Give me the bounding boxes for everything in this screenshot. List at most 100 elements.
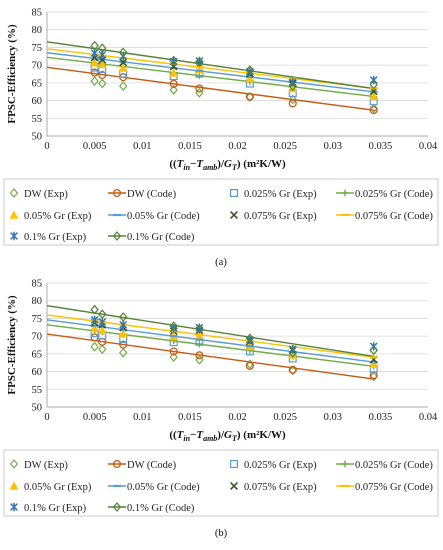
y-tick-label: 85 bbox=[32, 279, 43, 290]
x-tick-label: 0.015 bbox=[178, 412, 202, 423]
y-tick-label: 50 bbox=[32, 403, 43, 414]
legend: DW (Exp) DW (Code) 0.025% Gr (Exp) 0.025% G… bbox=[3, 178, 439, 246]
legend-item: DW (Code) bbox=[108, 188, 177, 200]
y-axis: 50 55 60 65 70 75 80 85 bbox=[32, 279, 428, 414]
legend-label: DW (Code) bbox=[127, 460, 177, 471]
data-point bbox=[169, 321, 178, 332]
legend-marker bbox=[112, 188, 122, 198]
legend-item: 0.1% Gr (Code) bbox=[108, 502, 195, 514]
series-9 bbox=[90, 304, 378, 358]
panel-label: (b) bbox=[215, 528, 228, 539]
legend-marker bbox=[10, 231, 18, 241]
data-point bbox=[245, 74, 255, 83]
legend-item: 0.1% Gr (Code) bbox=[108, 231, 195, 243]
data-point bbox=[98, 309, 107, 320]
legend-label: 0.05% Gr (Exp) bbox=[24, 211, 92, 222]
data-point bbox=[245, 361, 254, 370]
legend-frame bbox=[3, 178, 439, 246]
x-tick-label: 0.025 bbox=[273, 412, 297, 423]
trendline-1 bbox=[46, 333, 376, 381]
y-tick-label: 70 bbox=[32, 332, 43, 343]
data-point bbox=[119, 81, 128, 91]
legend-label: 0.1% Gr (Code) bbox=[127, 503, 195, 514]
plot-area bbox=[46, 40, 379, 115]
data-point bbox=[119, 47, 128, 58]
x-tick-label: 0.025 bbox=[273, 141, 297, 152]
y-tick-label: 65 bbox=[32, 349, 43, 360]
y-tick-label: 70 bbox=[32, 61, 43, 72]
x-tick-label: 0.015 bbox=[178, 141, 202, 152]
data-point bbox=[245, 65, 255, 76]
chart-panel-a: 50 55 60 65 70 75 80 85 0 0.005 0.01 0.015 0.02 0.025… bbox=[3, 8, 439, 268]
x-tick-label: 0.02 bbox=[228, 141, 246, 152]
data-point bbox=[369, 91, 379, 101]
data-point bbox=[119, 320, 128, 330]
legend-item: 0.025% Gr (Code) bbox=[336, 460, 433, 471]
data-point bbox=[196, 72, 203, 80]
data-point bbox=[369, 371, 378, 382]
x-axis: 0 0.005 0.01 0.015 0.02 0.025 0.03 0.035 0.04 bbox=[44, 412, 438, 423]
y-tick-label: 55 bbox=[32, 385, 43, 396]
legend-marker bbox=[112, 231, 122, 241]
data-point bbox=[119, 58, 128, 67]
data-point bbox=[288, 365, 297, 374]
x-tick-label: 0.035 bbox=[369, 412, 393, 423]
trendline-9 bbox=[46, 41, 376, 90]
data-point bbox=[369, 345, 378, 356]
legend-label: 0.025% Gr (Exp) bbox=[244, 189, 317, 200]
data-point bbox=[118, 63, 128, 72]
x-tick-label: 0 bbox=[44, 412, 49, 423]
y-tick-label: 80 bbox=[32, 296, 43, 307]
legend-item: 0.1% Gr (Exp) bbox=[10, 231, 87, 243]
legend-item: DW (Exp) bbox=[9, 459, 68, 471]
data-point bbox=[169, 85, 178, 95]
legend-item: 0.025% Gr (Code) bbox=[336, 189, 433, 200]
data-point bbox=[169, 55, 178, 66]
legend-item: 0.025% Gr (Exp) bbox=[230, 189, 317, 200]
data-point bbox=[196, 340, 203, 348]
data-point bbox=[98, 317, 107, 327]
data-point bbox=[369, 106, 378, 115]
series-9 bbox=[90, 40, 378, 92]
legend-marker bbox=[9, 481, 19, 490]
x-tick-label: 0.035 bbox=[369, 141, 393, 152]
legend-marker bbox=[341, 189, 349, 197]
data-point bbox=[245, 92, 255, 102]
legend-marker bbox=[230, 189, 239, 198]
x-tick-label: 0.02 bbox=[228, 412, 246, 423]
legend-marker bbox=[9, 459, 19, 469]
data-point bbox=[169, 79, 178, 88]
x-tick-label: 0.04 bbox=[419, 141, 438, 152]
x-tick-label: 0 bbox=[44, 141, 49, 152]
legend-item: 0.05% Gr (Code) bbox=[108, 482, 200, 493]
x-tick-label: 0.005 bbox=[83, 141, 107, 152]
series-4 bbox=[90, 58, 379, 101]
panel-label: (a) bbox=[215, 257, 227, 268]
data-point bbox=[169, 68, 179, 77]
trendline-1 bbox=[46, 66, 376, 112]
legend-frame bbox=[3, 449, 439, 517]
legend-label: 0.1% Gr (Exp) bbox=[24, 503, 87, 514]
legend-marker bbox=[112, 459, 122, 469]
legend-marker bbox=[10, 502, 18, 512]
legend-label: 0.1% Gr (Code) bbox=[127, 232, 195, 243]
legend-item: 0.075% Gr (Code) bbox=[336, 482, 433, 493]
data-point bbox=[90, 58, 100, 67]
x-tick-label: 0.03 bbox=[324, 141, 342, 152]
legend-label: 0.05% Gr (Code) bbox=[127, 482, 200, 493]
data-point bbox=[98, 344, 107, 355]
series-1 bbox=[90, 333, 378, 380]
data-point bbox=[90, 341, 99, 352]
x-axis-title: ((Tin−Tamb)/GT) (m²K/W) bbox=[169, 158, 286, 172]
x-tick-label: 0.01 bbox=[133, 141, 151, 152]
legend-item: DW (Code) bbox=[108, 459, 177, 471]
legend-item: 0.025% Gr (Exp) bbox=[230, 460, 317, 471]
data-point bbox=[245, 333, 255, 344]
y-tick-label: 75 bbox=[32, 314, 43, 325]
legend: DW (Exp) DW (Code) 0.025% Gr (Exp) 0.025% G… bbox=[3, 449, 439, 517]
legend-marker bbox=[230, 460, 239, 469]
legend-marker bbox=[9, 210, 19, 219]
legend-item: 0.05% Gr (Exp) bbox=[9, 481, 92, 493]
data-point bbox=[90, 68, 99, 77]
data-point bbox=[369, 359, 379, 368]
